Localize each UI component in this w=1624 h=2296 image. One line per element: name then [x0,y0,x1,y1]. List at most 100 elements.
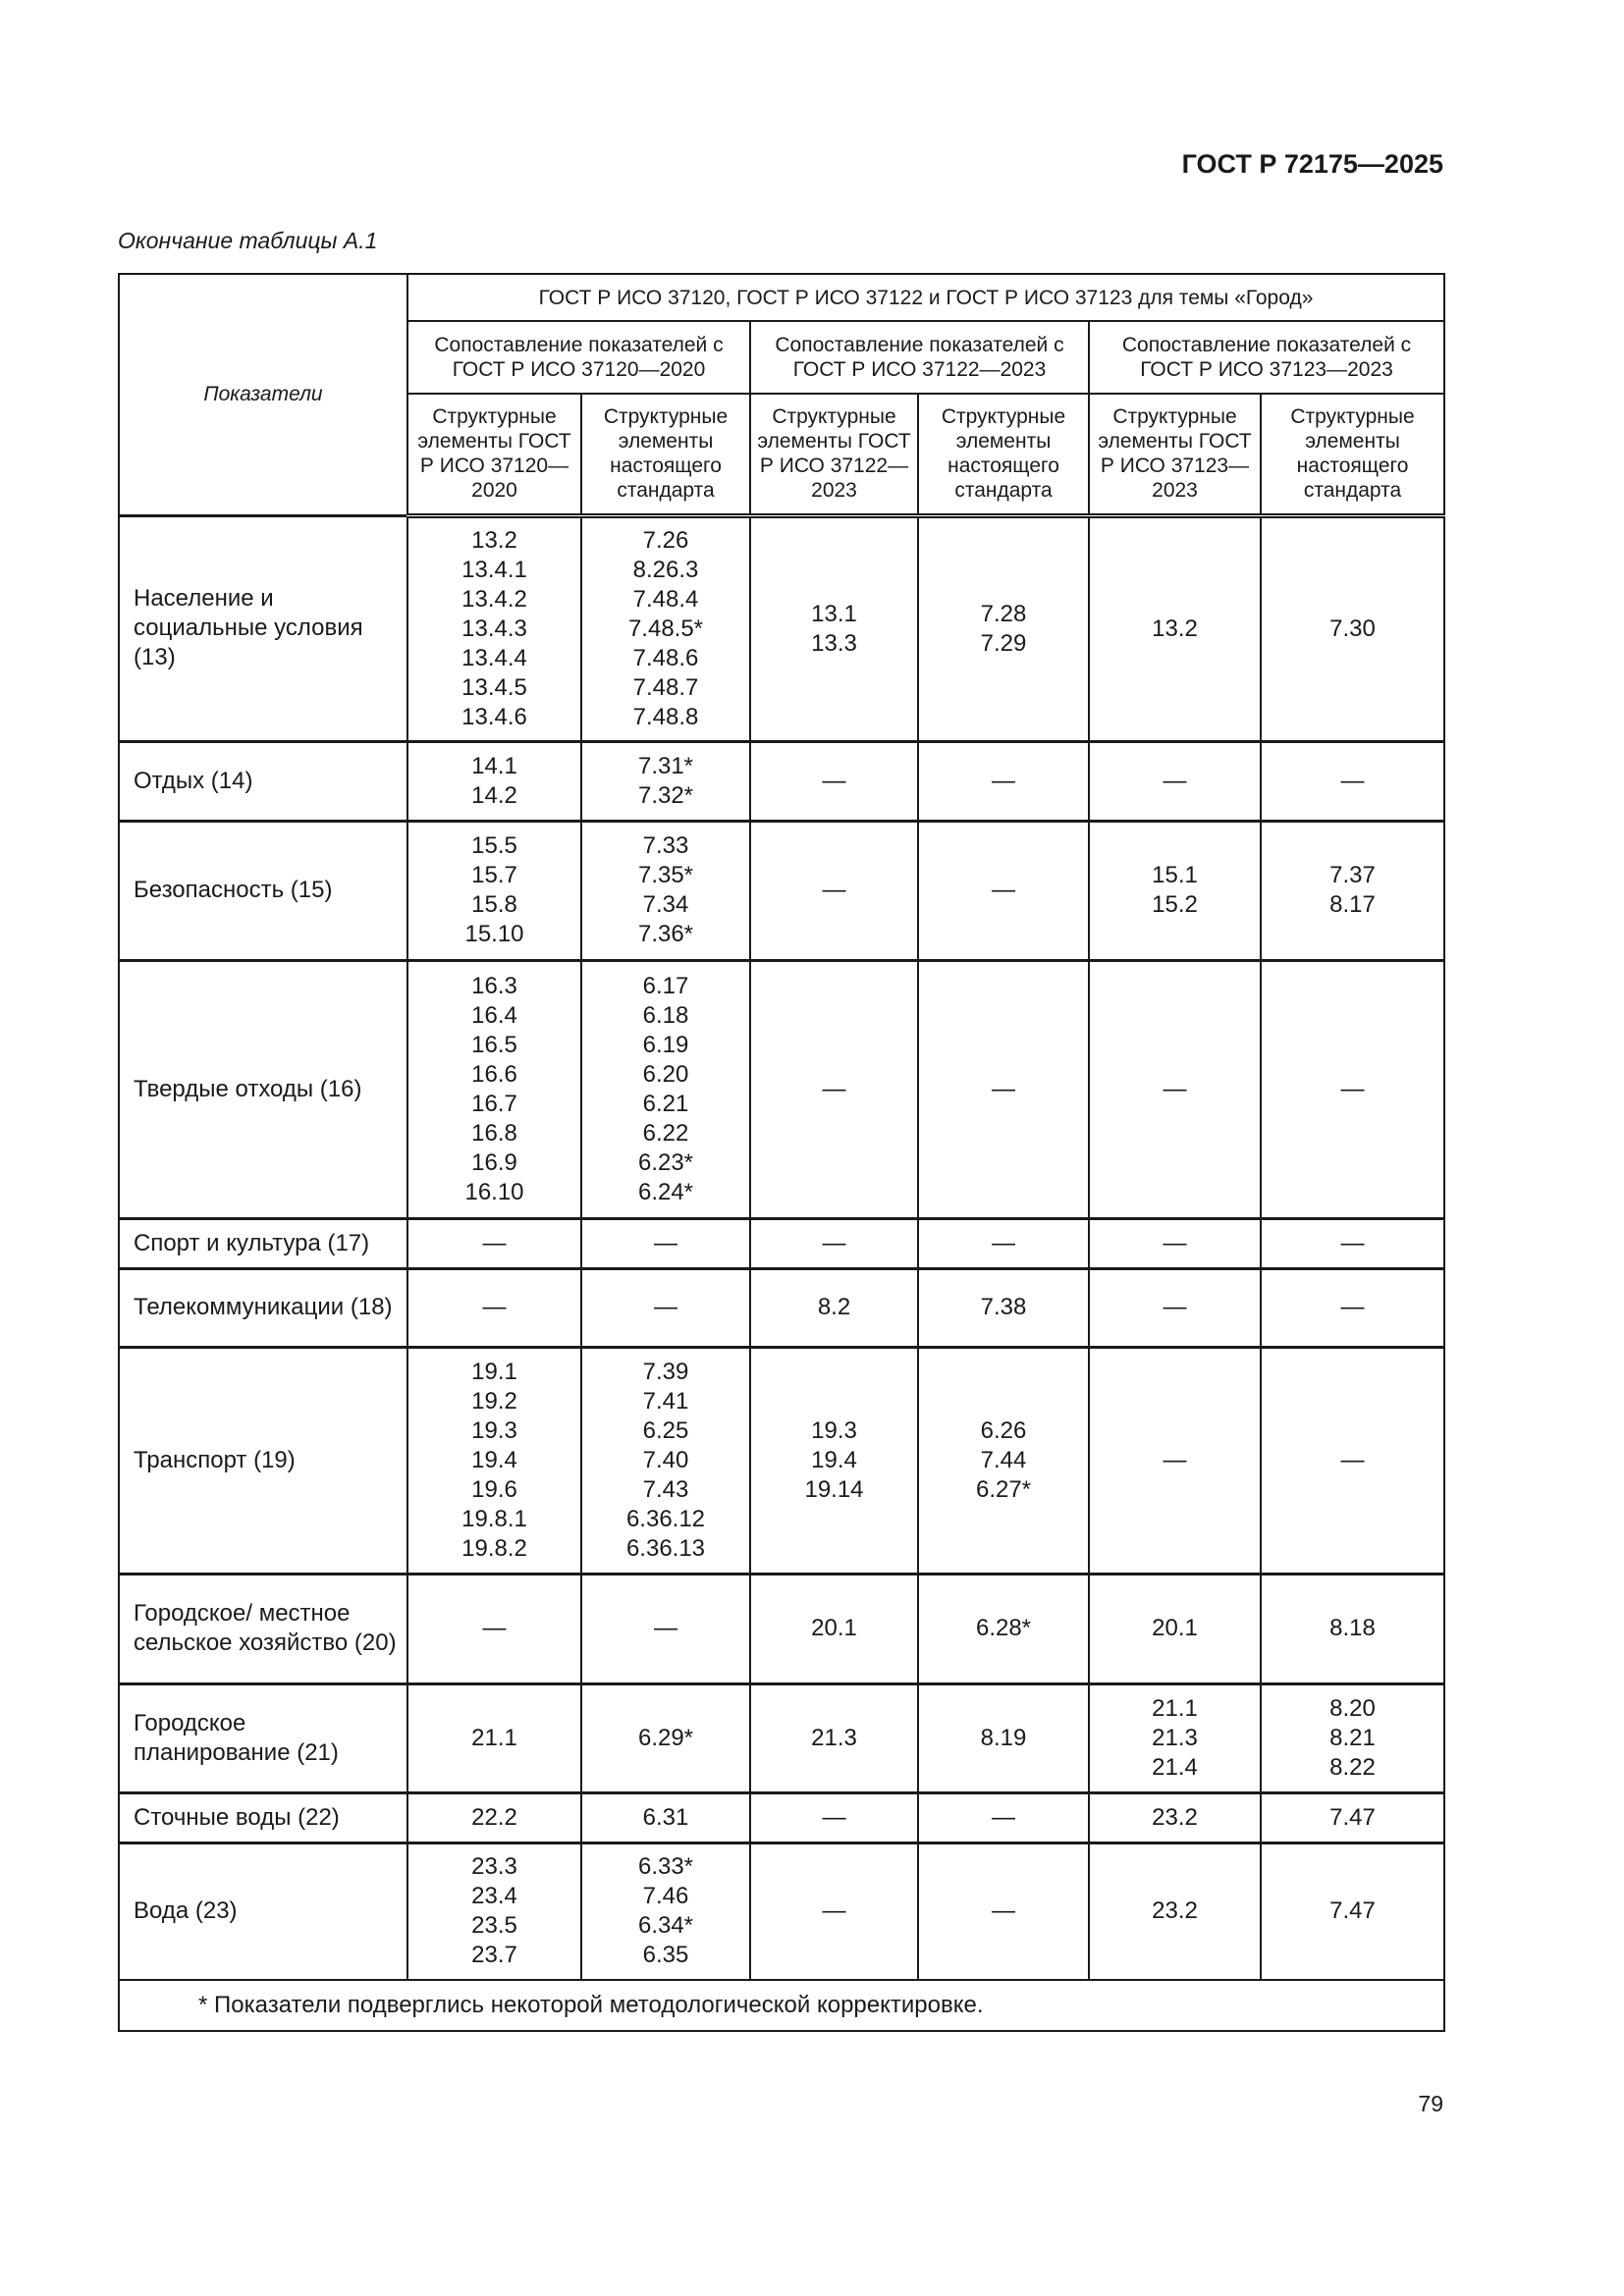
table-cell: 7.37 8.17 [1259,820,1446,961]
indicator-name: Твердые отходы (16) [118,959,408,1219]
cell-value: — [1163,767,1187,794]
table-row: Городское планирование (21) 21.1 6.29* 21.3… [118,1682,1446,1793]
cell-value: 6.18 [642,1001,689,1029]
table-cell: 20.1 [1088,1573,1262,1684]
cell-value: — [654,1615,677,1641]
table-caption: Окончание таблицы А.1 [118,228,378,253]
cell-value: — [822,1229,846,1256]
cell-value: 6.29* [637,1724,694,1751]
cell-value: 6.24* [637,1178,694,1205]
cell-value: 6.35 [642,1942,689,1969]
table-row: Вода (23) 23.3 23.4 23.5 23.7 6.33* 7.46 6.34* 6… [118,1842,1446,1981]
footnote: * Показатели подверглись некоторой метод… [117,1979,1446,2032]
table-cell: — [1259,740,1446,822]
cell-value: 15.1 [1152,862,1198,888]
table-cell: — [406,1217,582,1269]
table-cell: 23.3 23.4 23.5 23.7 [406,1842,582,1981]
cell-value: 7.48.4 [632,585,699,613]
cell-value: 8.21 [1329,1724,1376,1751]
cell-value: 8.22 [1329,1753,1376,1781]
cell-value: 16.3 [471,972,517,999]
table-cell: 7.26 8.26.3 7.48.4 7.48.5* 7.48.6 7.48.7 7.48.… [580,514,751,742]
cell-value: 6.17 [642,972,689,999]
cell-value: — [992,1229,1015,1256]
cell-value: 6.27* [975,1475,1032,1503]
table-cell: 7.33 7.35* 7.34 7.36* [580,820,751,961]
cell-value: 7.47 [1329,1897,1376,1925]
table-cell: 19.1 19.2 19.3 19.4 19.6 19.8.1 19.8.2 [406,1346,582,1575]
cell-value: — [654,1294,677,1320]
table-cell: — [917,1217,1090,1269]
table-cell: — [917,820,1090,961]
cell-value: — [1163,1229,1187,1256]
table-row: Население и социальные условия (13) 13.2 1… [118,514,1446,742]
table-row: Городское/ местное сельское хозяйство (2… [118,1573,1446,1684]
table-row: Транспорт (19) 19.1 19.2 19.3 19.4 19.6 19.8.1… [118,1346,1446,1575]
table-cell: 21.3 [749,1682,919,1793]
cell-value: 7.48.5* [627,614,704,642]
cell-value: 23.4 [471,1883,517,1910]
cell-value: 23.5 [471,1912,517,1940]
indicator-name: Телекоммуникации (18) [118,1267,408,1348]
table-cell: — [1088,1267,1262,1348]
table-cell: 13.1 13.3 [749,514,919,742]
indicator-name: Население и социальные условия (13) [118,514,408,742]
cell-value: 7.28 [980,600,1027,627]
cell-value: 20.1 [811,1615,857,1641]
cell-value: 13.4.3 [461,614,527,642]
cell-value: 16.7 [471,1090,517,1117]
indicator-name: Сточные воды (22) [118,1791,408,1843]
cell-value: — [822,877,846,903]
cell-value: 23.2 [1152,1897,1198,1925]
table-row: Сточные воды (22) 22.2 6.31 — — 23.2 7.47 [118,1791,1446,1843]
cell-value: 13.4.2 [461,585,527,613]
indicators-header: Показатели [118,273,408,516]
cell-value: 16.4 [471,1001,517,1029]
table-cell: 15.1 15.2 [1088,820,1262,961]
cell-value: 7.40 [642,1446,689,1473]
table-cell: — [917,1842,1090,1981]
cell-value: — [1163,1294,1187,1320]
table-cell: 7.30 [1259,514,1446,742]
cell-value: 6.23* [637,1148,694,1176]
cell-value: 6.25 [642,1416,689,1444]
cell-value: 7.31* [637,752,694,779]
cell-value: 7.41 [642,1387,689,1415]
cell-value: — [1340,1229,1365,1256]
table-cell: — [1259,1346,1446,1575]
table-cell: 8.2 [749,1267,919,1348]
indicator-name: Городское/ местное сельское хозяйство (2… [118,1573,408,1684]
cell-value: 19.2 [471,1387,517,1415]
table-row: Отдых (14) 14.1 14.2 7.31* 7.32* — — — — [118,740,1446,822]
cell-value: 19.3 [471,1416,517,1444]
cell-value: 19.6 [471,1475,517,1503]
cell-value: — [822,1897,846,1925]
table-cell: — [917,740,1090,822]
cell-value: 22.2 [471,1803,517,1831]
cell-value: 6.33* [637,1853,694,1881]
cell-value: 16.10 [464,1178,524,1205]
cell-value: 6.19 [642,1031,689,1058]
cell-value: 15.2 [1152,891,1198,918]
table-cell: — [1088,740,1262,822]
cell-value: — [1340,767,1365,794]
cell-value: 21.4 [1152,1753,1198,1781]
cell-value: 7.29 [980,629,1027,657]
cell-value: 8.2 [817,1294,851,1320]
cell-value: 13.4.4 [461,644,527,671]
table-cell: — [580,1573,751,1684]
cell-value: — [654,1229,677,1256]
cell-value: — [482,1615,507,1641]
table-cell: 14.1 14.2 [406,740,582,822]
table-cell: — [580,1217,751,1269]
cell-value: 8.17 [1329,891,1376,918]
table-cell: 21.1 21.3 21.4 [1088,1682,1262,1793]
table-cell: 7.28 7.29 [917,514,1090,742]
table-cell: 8.20 8.21 8.22 [1259,1682,1446,1793]
cell-value: 19.3 [811,1416,857,1444]
table-cell: — [749,820,919,961]
table-cell: 6.29* [580,1682,751,1793]
column-header: Структурные элементы ГОСТ Р ИСО 37123—20… [1088,393,1262,518]
table-cell: — [749,1842,919,1981]
table-cell: — [917,1791,1090,1843]
